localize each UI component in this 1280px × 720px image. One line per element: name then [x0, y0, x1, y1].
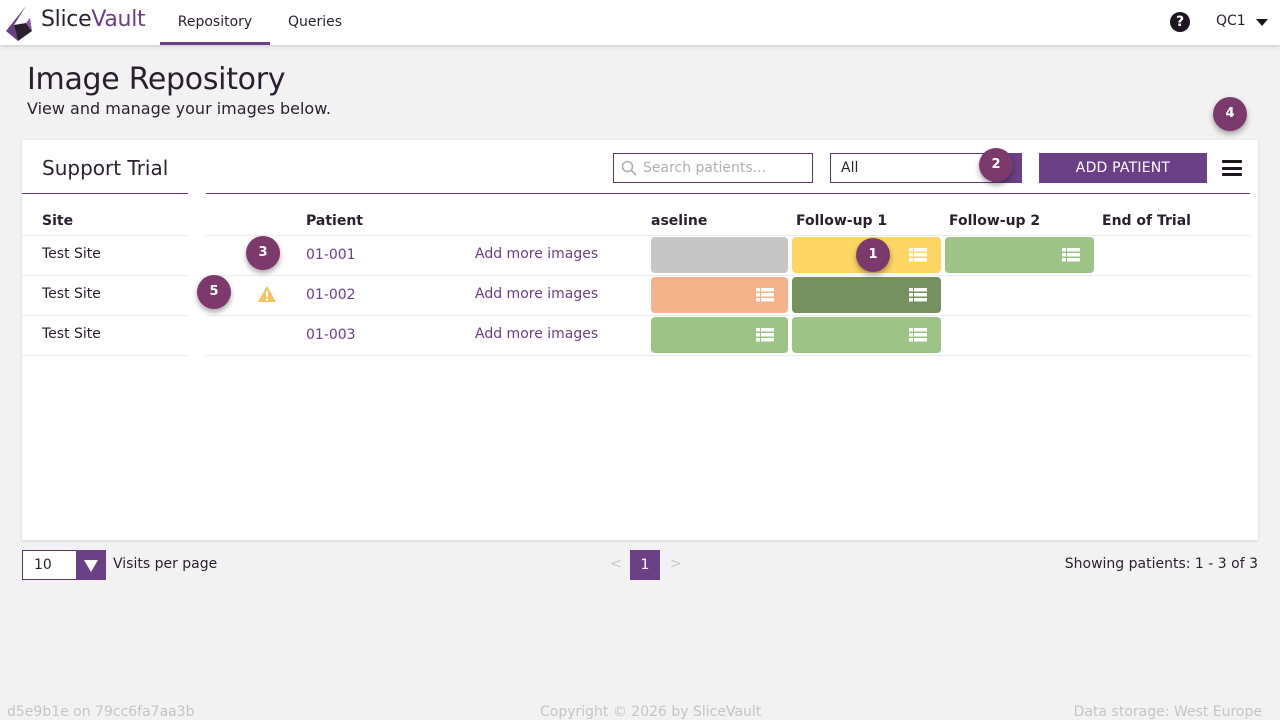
patient-link[interactable]: 01-003 [306, 327, 356, 343]
add-more-images-link[interactable]: Add more images [475, 286, 599, 302]
copyright: Copyright © 2026 by SliceVault [540, 704, 762, 720]
row-divider [22, 355, 188, 356]
page-title: Image Repository [27, 62, 286, 97]
page-1-button[interactable]: 1 [630, 550, 660, 580]
brand-part-slice: Slice [41, 7, 92, 32]
visit-cell-follow-up-1[interactable] [792, 277, 941, 313]
patient-link[interactable]: 01-001 [306, 247, 356, 263]
annotation-badge-4: 4 [1213, 97, 1247, 131]
top-nav-bar: SliceVault Repository Queries ? QC1 [0, 0, 1280, 45]
help-icon[interactable]: ? [1170, 12, 1190, 32]
row-divider [22, 235, 188, 236]
site-cell: Test Site [42, 326, 101, 342]
list-icon[interactable] [909, 328, 927, 342]
chevron-down-icon[interactable] [76, 550, 106, 580]
slicevault-logo-icon[interactable] [4, 5, 34, 41]
row-divider [22, 315, 188, 316]
list-icon[interactable] [756, 328, 774, 342]
annotation-badge-2: 2 [979, 148, 1013, 182]
brand-name[interactable]: SliceVault [41, 7, 146, 32]
user-menu[interactable]: QC1 [1216, 13, 1246, 29]
add-more-images-link[interactable]: Add more images [475, 246, 599, 262]
add-patient-button[interactable]: ADD PATIENT [1039, 153, 1207, 183]
list-icon[interactable] [1062, 248, 1080, 262]
row-divider [22, 275, 188, 276]
chevron-down-icon[interactable] [1256, 19, 1268, 26]
build-version: d5e9b1e on 79cc6fa7aa3b [7, 704, 195, 720]
patients-card: Support Trial Search patients... All ADD… [22, 140, 1258, 540]
annotation-badge-3: 3 [246, 236, 280, 270]
visit-cell-baseline[interactable] [651, 317, 788, 353]
list-icon[interactable] [756, 288, 774, 302]
list-icon[interactable] [909, 248, 927, 262]
row-divider [206, 275, 1250, 276]
tab-repository[interactable]: Repository [160, 0, 270, 45]
visit-cell-follow-up-1[interactable] [792, 317, 941, 353]
tab-queries[interactable]: Queries [287, 14, 343, 30]
column-header-site: Site [42, 213, 74, 229]
add-more-images-link[interactable]: Add more images [475, 326, 599, 342]
warning-icon[interactable] [257, 285, 277, 303]
divider [206, 193, 1250, 194]
search-input[interactable]: Search patients... [613, 153, 813, 183]
annotation-badge-5: 5 [197, 275, 231, 309]
patient-link[interactable]: 01-002 [306, 287, 356, 303]
search-icon [621, 160, 637, 176]
page-subtitle: View and manage your images below. [27, 99, 331, 118]
row-divider [206, 315, 1250, 316]
next-page-button[interactable]: > [670, 556, 682, 572]
search-placeholder: Search patients... [643, 160, 767, 176]
per-page-value: 10 [34, 557, 52, 573]
column-header-baseline: aseline [651, 213, 708, 229]
visits-per-page-label: Visits per page [113, 556, 218, 572]
visits-per-page-select[interactable]: 10 [22, 550, 106, 580]
row-divider [206, 355, 1250, 356]
column-header-follow-up-2: Follow-up 2 [949, 213, 1041, 229]
visit-cell-follow-up-2[interactable] [945, 237, 1094, 273]
brand-part-vault: Vault [91, 7, 146, 32]
filter-value: All [841, 160, 859, 176]
trial-name: Support Trial [42, 156, 169, 180]
annotation-badge-1: 1 [856, 238, 890, 272]
row-divider [206, 235, 1250, 236]
column-header-follow-up-1: Follow-up 1 [796, 213, 888, 229]
showing-count: Showing patients: 1 - 3 of 3 [1064, 556, 1258, 572]
visit-cell-baseline[interactable] [651, 277, 788, 313]
column-header-end-of-trial: End of Trial [1102, 213, 1191, 229]
site-cell: Test Site [42, 246, 101, 262]
data-storage-region: Data storage: West Europe [1073, 704, 1262, 720]
divider [22, 193, 188, 194]
visit-cell-baseline[interactable] [651, 237, 788, 273]
hamburger-menu-icon[interactable] [1222, 160, 1242, 176]
previous-page-button[interactable]: < [610, 556, 622, 572]
site-cell: Test Site [42, 286, 101, 302]
column-header-patient: Patient [306, 213, 363, 229]
list-icon[interactable] [909, 288, 927, 302]
